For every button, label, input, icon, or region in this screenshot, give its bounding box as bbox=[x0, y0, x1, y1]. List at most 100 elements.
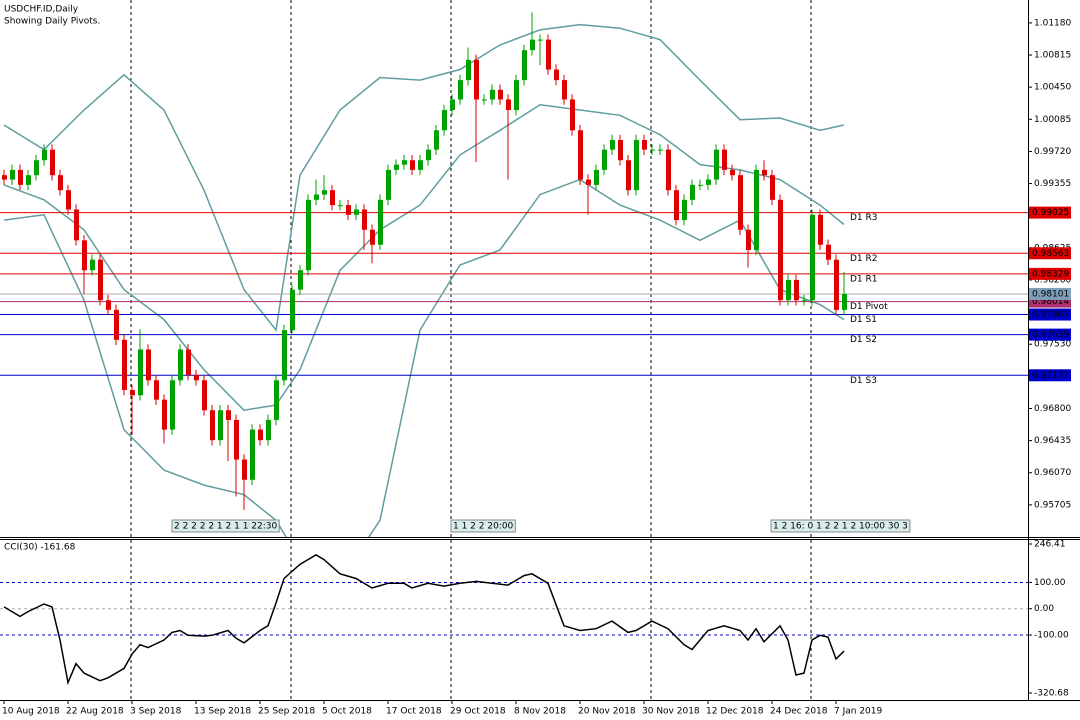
y-tick-label: 1.00815 bbox=[1034, 51, 1071, 61]
chart-subtitle: Showing Daily Pivots. bbox=[4, 17, 100, 27]
candle-body bbox=[442, 110, 447, 131]
y-tick-label: 1.01180 bbox=[1034, 18, 1071, 28]
band-line bbox=[3, 178, 845, 537]
x-tick-label: 12 Dec 2018 bbox=[706, 707, 764, 717]
candle-body bbox=[170, 380, 175, 430]
candle-body bbox=[578, 130, 583, 180]
candle-body bbox=[474, 59, 479, 100]
candle-body bbox=[330, 190, 335, 206]
candle-body bbox=[314, 194, 319, 200]
candle-body bbox=[394, 164, 399, 170]
x-tick-label: 3 Sep 2018 bbox=[130, 707, 182, 717]
candle-body bbox=[146, 349, 151, 381]
candle-body bbox=[818, 214, 823, 245]
candle-body bbox=[410, 160, 415, 170]
candle-body bbox=[538, 39, 543, 41]
candle-body bbox=[98, 259, 103, 301]
price-tag bbox=[1029, 206, 1071, 219]
candle-body bbox=[530, 39, 535, 51]
candle-body bbox=[602, 149, 607, 170]
separators bbox=[130, 0, 812, 700]
candle-body bbox=[362, 209, 367, 230]
candle-body bbox=[154, 380, 159, 400]
x-tick-label: 25 Sep 2018 bbox=[258, 707, 315, 717]
candle-body bbox=[26, 175, 31, 185]
candle-body bbox=[402, 160, 407, 165]
x-tick-label: 13 Sep 2018 bbox=[194, 707, 251, 717]
candle-body bbox=[450, 99, 455, 111]
y-tick-label: 0.99355 bbox=[1034, 179, 1071, 189]
indicator-title: CCI(30) -161.68 bbox=[4, 543, 76, 553]
band-line bbox=[3, 23, 845, 332]
time-marker-box bbox=[770, 519, 911, 533]
x-tick-label: 24 Dec 2018 bbox=[770, 707, 828, 717]
candle-body bbox=[290, 289, 295, 331]
price-panel: D1 R3 D1 R2 D1 R1 D1 Pivot D1 S1 D1 S2 D1 S3 bbox=[0, 12, 1028, 537]
candle-body bbox=[522, 50, 527, 81]
x-tick-label: 8 Nov 2018 bbox=[514, 707, 566, 717]
candle-body bbox=[226, 410, 231, 420]
candle-body bbox=[2, 175, 7, 180]
candle-body bbox=[714, 149, 719, 180]
time-marker: 1 2 16: 0 1 2 2 1 2 10:00 30 3 bbox=[773, 522, 908, 532]
candle-body bbox=[466, 59, 471, 81]
y-tick-label: 0.98260 bbox=[1034, 275, 1071, 285]
y-tick-label: 0.96800 bbox=[1034, 404, 1071, 414]
candle-body bbox=[586, 179, 591, 185]
chart-title: USDCHF.ID,Daily bbox=[4, 5, 79, 15]
candle-body bbox=[482, 99, 487, 101]
candle-body bbox=[738, 175, 743, 230]
candle-body bbox=[802, 300, 807, 302]
x-tick-label: 17 Oct 2018 bbox=[386, 707, 442, 717]
price-tag bbox=[1029, 247, 1071, 260]
price-tag-label: 0.97639 bbox=[1032, 330, 1069, 340]
cci-line bbox=[3, 554, 845, 686]
band-line bbox=[3, 104, 845, 412]
candle-body bbox=[370, 229, 375, 245]
candle-body bbox=[458, 80, 463, 100]
candle-body bbox=[186, 349, 191, 376]
candle-body bbox=[258, 429, 263, 441]
candle-body bbox=[194, 375, 199, 381]
candle-body bbox=[618, 139, 623, 161]
time-marker: 2 2 2 2 2 1 2 1 1 22:30 bbox=[174, 522, 277, 532]
y-tick-label: 1.00450 bbox=[1034, 83, 1071, 93]
y-tick-label: 0.96070 bbox=[1034, 468, 1071, 478]
candle-body bbox=[650, 149, 655, 151]
candle-body bbox=[546, 39, 551, 70]
y-tick-label: 0.99720 bbox=[1034, 147, 1071, 157]
candle-body bbox=[138, 349, 143, 396]
candle-body bbox=[210, 410, 215, 441]
price-tag bbox=[1029, 267, 1071, 280]
candle-body bbox=[690, 184, 695, 200]
price-tag-label: 0.98329 bbox=[1032, 269, 1069, 279]
y-tick-label: 0.96435 bbox=[1034, 436, 1071, 446]
candle-body bbox=[554, 69, 559, 81]
candle-body bbox=[346, 205, 351, 215]
candle-body bbox=[122, 339, 127, 390]
candle-body bbox=[834, 259, 839, 310]
candle-body bbox=[490, 89, 495, 100]
price-tag-label: 0.97177 bbox=[1032, 371, 1069, 381]
candle-body bbox=[786, 279, 791, 301]
candle-body bbox=[114, 309, 119, 340]
candle-body bbox=[730, 169, 735, 176]
candle-body bbox=[266, 419, 271, 441]
price-tag-label: 0.98101 bbox=[1032, 289, 1069, 299]
candle-body bbox=[594, 169, 599, 185]
candle-body bbox=[234, 419, 239, 460]
candle-body bbox=[42, 149, 47, 161]
y-tick-label: -320.68 bbox=[1034, 689, 1069, 699]
candle-body bbox=[378, 199, 383, 245]
pivot-label: D1 R2 bbox=[850, 254, 878, 264]
price-tag-label: 0.98014 bbox=[1032, 297, 1069, 307]
candle-body bbox=[698, 184, 703, 186]
candle-body bbox=[386, 169, 391, 200]
price-tag bbox=[1029, 287, 1071, 300]
x-tick-label: 7 Jan 2019 bbox=[834, 707, 882, 717]
candle-body bbox=[722, 149, 727, 170]
y-tick-label: 0.97530 bbox=[1034, 340, 1071, 350]
candle-body bbox=[18, 169, 23, 185]
candle-body bbox=[658, 149, 663, 151]
candle-body bbox=[626, 160, 631, 191]
